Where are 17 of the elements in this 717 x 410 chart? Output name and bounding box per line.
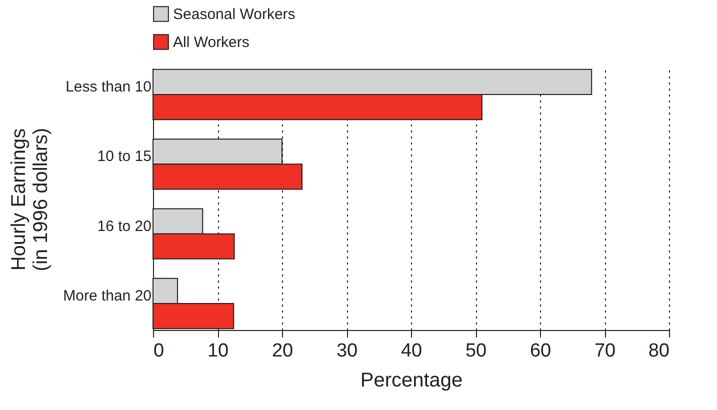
legend-label: All Workers — [173, 34, 250, 51]
y-tick-label: 10 to 15 — [97, 148, 152, 166]
x-tick-label: 20 — [272, 340, 294, 362]
y-axis-title: Hourly Earnings (in 1996 dollars) — [8, 128, 52, 272]
x-tick-label: 0 — [154, 340, 164, 362]
x-tick-label: 40 — [400, 340, 422, 362]
x-tick-label: 50 — [465, 340, 487, 362]
y-tick-label: More than 20 — [63, 288, 152, 305]
y-tick-label: Less than 10 — [66, 78, 152, 96]
x-tick-label: 80 — [648, 340, 670, 362]
y-tick-label: 16 to 20 — [97, 218, 152, 235]
x-tick-label: 30 — [336, 340, 358, 362]
x-axis-title: Percentage — [360, 370, 463, 392]
x-tick-label: 10 — [207, 340, 229, 362]
legend-label: Seasonal Workers — [173, 6, 296, 23]
x-tick-label: 70 — [594, 340, 616, 362]
x-tick-label: 60 — [530, 340, 552, 362]
